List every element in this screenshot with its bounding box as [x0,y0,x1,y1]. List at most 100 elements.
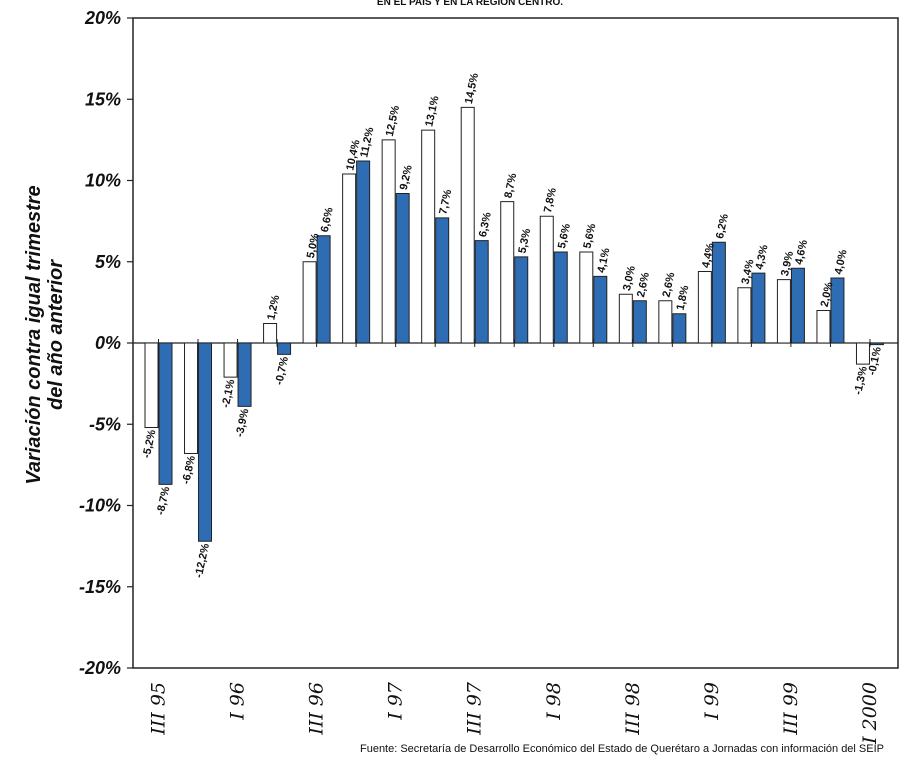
data-label: 3,9% [779,250,796,277]
x-axis-ticks: III 95 I 96 III 96 I 97 III 97 I 98 III 98 I 99… [148,339,881,745]
bar-series-2 [553,251,568,344]
bar-series-1 [460,106,475,344]
y-tick-label: -15% [79,577,121,597]
y-tick-label: -10% [79,496,121,516]
bar-series-1 [697,271,712,344]
y-axis-label-line-1: Variación contra igual trimestre [23,185,45,484]
y-axis-label-line-2: del año anterior [45,259,67,410]
data-label: -0,7% [273,355,291,386]
bar-series-2 [830,277,845,344]
bar-series-2 [474,240,489,344]
bar-series-1 [263,323,278,344]
data-label: 2,0% [819,281,836,308]
data-label: 2,6% [635,271,652,298]
data-label: 12,5% [384,104,402,137]
data-label: -12,2% [193,542,212,579]
bar-series-2 [198,342,213,542]
data-label: -0,1% [866,346,884,377]
data-label: 4,4% [700,242,717,269]
bar-series-2 [711,241,726,344]
bar-series-2 [435,217,450,344]
bar-series-2 [790,267,805,344]
bar-series-1 [223,342,238,378]
data-label: -1,3% [852,365,870,396]
x-tick-label: III 99 [780,682,802,736]
bar-series-2 [158,342,173,485]
data-label: 8,7% [502,172,519,199]
x-tick-label: I 96 [227,682,249,721]
y-tick-label: 10% [85,171,121,191]
y-tick-label: -20% [79,658,121,678]
bar-series-2 [514,256,529,344]
y-tick-label: 15% [85,89,121,109]
bar-series-2 [672,313,687,344]
y-axis-label: Variación contra igual trimestre del año… [23,185,67,484]
chart-title: EN EL PAÍS Y EN LA REGIÓN CENTRO. [377,0,563,8]
x-tick-label: III 95 [148,682,170,736]
x-tick-label: I 97 [385,681,407,721]
bar-series-2 [316,235,331,344]
data-label: 4,6% [793,239,810,266]
bar-series-2 [237,342,252,407]
data-label: 2,6% [661,271,678,298]
data-label: 6,2% [714,213,731,240]
bar-series-2 [356,160,371,344]
x-tick-label: I 99 [701,682,723,721]
bar-series-1 [618,293,633,344]
bar-series-1 [658,300,673,344]
bar-series-2 [277,342,292,355]
bars [144,106,884,542]
x-tick-label: III 98 [622,682,644,736]
data-label: 4,3% [754,244,771,271]
data-label: 14,5% [463,72,481,105]
data-label: 4,0% [833,248,850,275]
bar-series-1 [737,287,752,344]
y-tick-label: 5% [95,252,121,272]
bar-series-1 [539,215,554,344]
bar-series-1 [500,201,515,344]
bar-series-1 [381,139,396,344]
bar-series-1 [302,261,317,344]
bar-series-1 [776,279,791,344]
data-label: 5,6% [556,222,573,249]
y-tick-label: -5% [89,414,121,434]
data-label: 5,3% [516,227,533,254]
bar-series-1 [421,129,436,344]
data-label: 5,0% [305,232,322,259]
data-label: 7,7% [437,188,454,215]
bar-series-1 [816,310,831,344]
bar-series-2 [395,193,410,344]
y-axis-ticks: 20% 15% 10% 5% 0% -5% -10% -15% -20% [79,8,133,678]
data-label: 4,1% [595,247,612,274]
data-label: 7,8% [542,187,559,214]
data-label: -3,9% [234,407,252,438]
data-label: 6,6% [319,206,336,233]
bar-series-1 [144,342,159,428]
bar-series-1 [855,342,870,365]
data-label: 1,8% [675,284,692,311]
x-tick-label: III 97 [464,681,486,736]
data-label: -8,7% [155,485,173,516]
data-label: -5,2% [141,428,159,459]
bar-series-2 [869,342,884,346]
data-label: 3,0% [621,265,638,292]
x-tick-label: III 96 [306,682,328,736]
x-tick-label: I 98 [543,682,565,721]
bar-series-2 [593,275,608,344]
data-label: -6,8% [180,454,198,485]
data-label: -2,1% [220,378,238,409]
y-tick-label: 0% [95,333,121,353]
bar-series-1 [184,342,199,454]
bar-series-1 [579,251,594,344]
data-label: 1,2% [265,294,282,321]
bar-series-1 [342,173,357,344]
x-tick-label: I 2000 [859,682,881,745]
data-labels: -5,2% -8,7% -6,8% -12,2% -2,1%-3,9% 1,2% -0,7%… [141,72,884,579]
data-label: 11,2% [358,126,376,159]
data-label: 9,2% [398,164,415,191]
data-label: 6,3% [477,211,494,238]
bar-series-2 [632,300,647,344]
data-label: 3,4% [740,258,757,285]
